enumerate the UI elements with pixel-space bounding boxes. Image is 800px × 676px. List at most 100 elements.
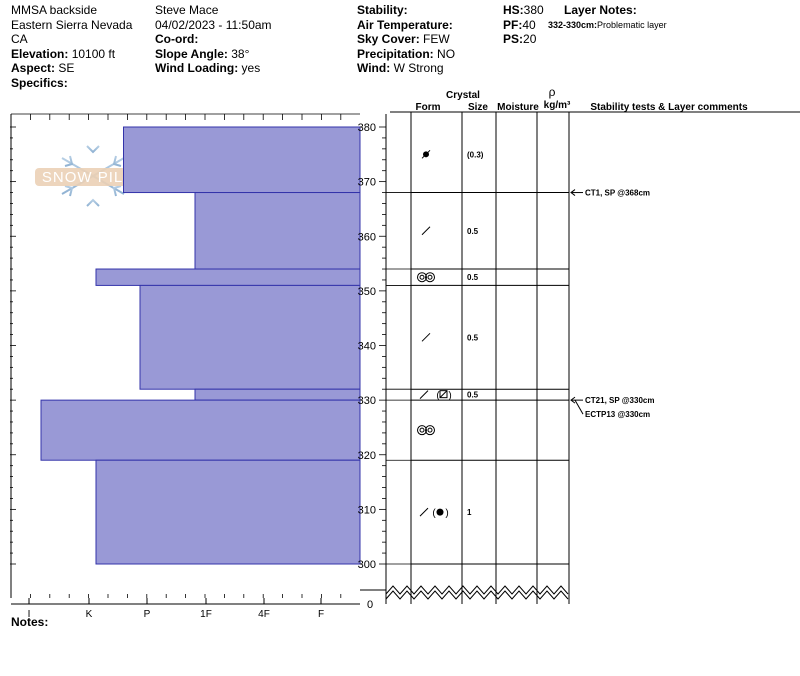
depth-tick-label: 350 — [358, 286, 376, 298]
layer-note-text: Problematic layer — [597, 19, 667, 30]
header-layer-notes: Layer Notes: 332-330cm:Problematic layer — [548, 3, 667, 32]
hardness-bar — [40, 399, 361, 461]
elevation-value: 10100 ft — [71, 46, 116, 61]
crystal-decomposing-rounded-icon: () — [419, 507, 449, 519]
depth-tick-label: 340 — [358, 341, 376, 353]
hardness-tick-label: 4F — [258, 609, 270, 620]
hardness-bar — [123, 126, 361, 194]
aspect-label: Aspect: — [11, 61, 56, 76]
hardness-tick-label: P — [144, 609, 151, 620]
crystal-melt-freeze-icon — [417, 425, 435, 436]
hardness-tick-label: F — [318, 609, 324, 620]
crystal-table — [360, 111, 800, 604]
hs-value: 380 — [523, 3, 544, 17]
zigzag-break — [385, 590, 569, 600]
crystal-size: 0.5 — [467, 227, 479, 236]
location: MMSA backside — [11, 3, 98, 17]
stability-label: Stability: — [357, 3, 408, 17]
aspect: Aspect: SE — [11, 61, 132, 76]
density-symbol: ρ — [549, 85, 556, 99]
crystal-decomposing-icon — [421, 332, 431, 342]
stability-test-label: CT21, SP @330cm — [585, 396, 654, 405]
depth-tick-label: 380 — [358, 122, 376, 134]
depth-tick-label: 300 — [358, 559, 376, 571]
precip-label: Precipitation: — [357, 46, 434, 61]
pf: PF:40 — [503, 18, 544, 33]
depth-axis: 300 310 320 330 340 350 360 370 380 0 — [10, 114, 387, 611]
wind-loading-label: Wind Loading: — [155, 61, 239, 76]
hardness-tick-label: I — [28, 609, 31, 620]
notes-label: Notes: — [11, 615, 49, 629]
crystal-size: 0.5 — [467, 333, 479, 342]
slope-label: Slope Angle: — [155, 46, 228, 61]
ps-value: 20 — [523, 32, 537, 47]
crystal-size: (0.3) — [467, 150, 484, 159]
depth-zero-label: 0 — [367, 599, 373, 611]
header-middle: Steve Mace 04/02/2023 - 11:50am Co-ord: … — [155, 3, 272, 76]
sky-value: FEW — [423, 32, 450, 47]
header-weather: Stability: Air Temperature: Sky Cover: F… — [357, 3, 455, 76]
crystal-rounded-faceted-icon — [421, 149, 431, 159]
slope-value: 38° — [231, 46, 250, 61]
wind-loading-value: yes — [241, 61, 261, 76]
column-headers: Crystal Form Size Moisture ρ kg/m³ Stabi… — [416, 85, 749, 113]
air-temp-label: Air Temperature: — [357, 17, 453, 32]
layer-notes-title: Layer Notes: — [564, 3, 667, 18]
svg-text:(: ( — [436, 391, 440, 402]
header-snowpack: HS:380 PF:40 PS:20 — [503, 3, 544, 47]
range: Eastern Sierra Nevada — [11, 17, 133, 32]
state: CA — [11, 32, 28, 47]
header-left: MMSA backside Eastern Sierra Nevada CA E… — [11, 3, 132, 91]
wind: Wind: W Strong — [357, 61, 455, 76]
pf-value: 40 — [522, 17, 536, 32]
stability-header: Stability tests & Layer comments — [590, 102, 748, 113]
observer: Steve Mace — [155, 3, 219, 17]
depth-tick-label: 370 — [358, 177, 376, 189]
svg-text:): ) — [448, 391, 451, 402]
density-header: kg/m³ — [544, 100, 571, 111]
elevation-label: Elevation: — [11, 46, 69, 61]
crystal-size: 0.5 — [467, 391, 479, 400]
hardness-bar — [95, 459, 361, 565]
aspect-value: SE — [58, 61, 75, 76]
crystal-decomposing-icon — [421, 226, 431, 236]
wind-loading: Wind Loading: yes — [155, 61, 272, 76]
pf-label: PF: — [503, 17, 523, 32]
hardness-bar — [194, 388, 361, 401]
hardness-bar — [139, 284, 361, 390]
layer-note: 332-330cm:Problematic layer — [548, 18, 667, 33]
specifics: Specifics: — [11, 76, 132, 91]
ps-label: PS: — [503, 32, 524, 47]
sky-label: Sky Cover: — [357, 32, 420, 47]
stability: Stability: — [357, 3, 455, 18]
precip-value: NO — [437, 46, 456, 61]
depth-tick-label: 360 — [358, 231, 376, 243]
ps: PS:20 — [503, 32, 544, 47]
datetime: 04/02/2023 - 11:50am — [155, 17, 272, 32]
zigzag-break — [385, 585, 569, 595]
coord: Co-ord: — [155, 32, 272, 47]
hardness-tick-label: K — [86, 609, 93, 620]
specifics-label: Specifics: — [11, 75, 68, 90]
moisture-header: Moisture — [497, 102, 539, 113]
form-header: Form — [416, 102, 441, 113]
svg-text:(: ( — [432, 508, 436, 519]
hs: HS:380 — [503, 3, 544, 18]
watermark-text: SNOW PILOT — [42, 169, 146, 186]
stability-test-label: ECTP13 @330cm — [585, 410, 650, 419]
arrow-head-icon — [570, 396, 576, 404]
size-header: Size — [468, 102, 488, 113]
crystal-forms: (0.3) 0.5 0.5 0.5 () 0.5 () 1 — [417, 149, 484, 519]
layer-note-range: 332-330cm: — [548, 19, 598, 30]
test-arrow — [574, 399, 584, 415]
crystal-size: 1 — [467, 508, 472, 517]
coord-label: Co-ord: — [155, 32, 199, 47]
hardness-tick-label: 1F — [200, 609, 212, 620]
sky: Sky Cover: FEW — [357, 32, 455, 47]
stability-test-label: CT1, SP @368cm — [585, 189, 650, 198]
air-temp: Air Temperature: — [357, 18, 455, 33]
depth-tick-label: 310 — [358, 504, 376, 516]
wind-value: W Strong — [393, 61, 444, 76]
wind-label: Wind: — [357, 61, 391, 76]
